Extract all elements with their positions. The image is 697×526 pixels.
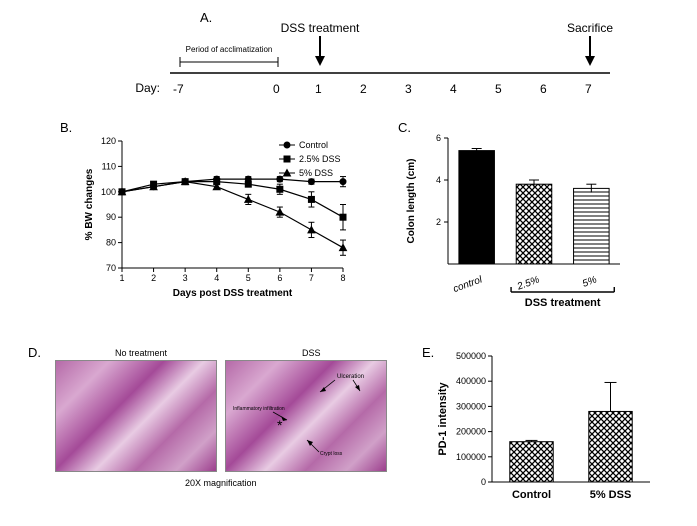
svg-text:3: 3	[183, 273, 188, 283]
svg-text:100: 100	[101, 187, 116, 197]
svg-text:control: control	[452, 274, 485, 295]
svg-text:70: 70	[106, 263, 116, 273]
panel-d-label: D.	[28, 345, 41, 360]
svg-text:4: 4	[436, 175, 441, 185]
svg-text:90: 90	[106, 212, 116, 222]
histology-dss	[225, 360, 387, 472]
svg-text:7: 7	[309, 273, 314, 283]
svg-text:Colon length (cm): Colon length (cm)	[406, 159, 417, 244]
panel-d-right-title: DSS	[302, 348, 321, 358]
svg-text:5% DSS: 5% DSS	[590, 489, 632, 501]
svg-text:5: 5	[246, 273, 251, 283]
svg-text:2.5% DSS: 2.5% DSS	[299, 154, 341, 164]
panel-d-caption: 20X magnification	[185, 478, 257, 488]
svg-text:300000: 300000	[456, 401, 486, 411]
panel-b-label: B.	[60, 120, 72, 135]
svg-text:400000: 400000	[456, 376, 486, 386]
svg-text:6: 6	[436, 133, 441, 143]
svg-text:1: 1	[119, 273, 124, 283]
svg-text:2: 2	[151, 273, 156, 283]
panel-d-left-title: No treatment	[115, 348, 167, 358]
panel-e-chart: 0 100000 200000 300000 400000 500000 PD-1 inte…	[430, 350, 660, 510]
svg-text:Control: Control	[299, 140, 328, 150]
svg-text:DSS treatment: DSS treatment	[525, 297, 601, 309]
svg-text:% BW changes: % BW changes	[84, 168, 95, 240]
svg-text:PD-1 intensity: PD-1 intensity	[437, 381, 449, 455]
histology-no-treatment	[55, 360, 217, 472]
svg-text:2.5%: 2.5%	[515, 274, 541, 293]
acclim-label: Period of acclimatization	[186, 45, 273, 54]
svg-text:8: 8	[340, 273, 345, 283]
svg-text:500000: 500000	[456, 351, 486, 361]
svg-text:2: 2	[436, 217, 441, 227]
panel-a-days: -7 0 1 2 3 4 5 6 7	[120, 82, 630, 102]
svg-text:110: 110	[102, 161, 116, 171]
sacrifice-label: Sacrifice	[567, 21, 613, 35]
panel-c-chart: 2 4 6 Colon length (cm) control 2.5% 5% DSS tre…	[400, 130, 630, 320]
svg-text:6: 6	[277, 273, 282, 283]
svg-text:200000: 200000	[456, 427, 486, 437]
svg-text:5% DSS: 5% DSS	[299, 168, 333, 178]
svg-text:0: 0	[481, 477, 486, 487]
svg-text:5%: 5%	[581, 274, 598, 289]
svg-text:80: 80	[106, 238, 116, 248]
svg-text:Days post DSS treatment: Days post DSS treatment	[173, 288, 293, 299]
dss-treatment-label: DSS treatment	[281, 21, 360, 35]
svg-text:Control: Control	[512, 489, 551, 501]
svg-text:4: 4	[214, 273, 219, 283]
panel-b-chart: 70 80 90 100 110 120 1 2 3 4 5 6 7 8 % BW changes Days …	[80, 135, 355, 300]
svg-text:100000: 100000	[456, 452, 486, 462]
svg-text:120: 120	[101, 136, 116, 146]
